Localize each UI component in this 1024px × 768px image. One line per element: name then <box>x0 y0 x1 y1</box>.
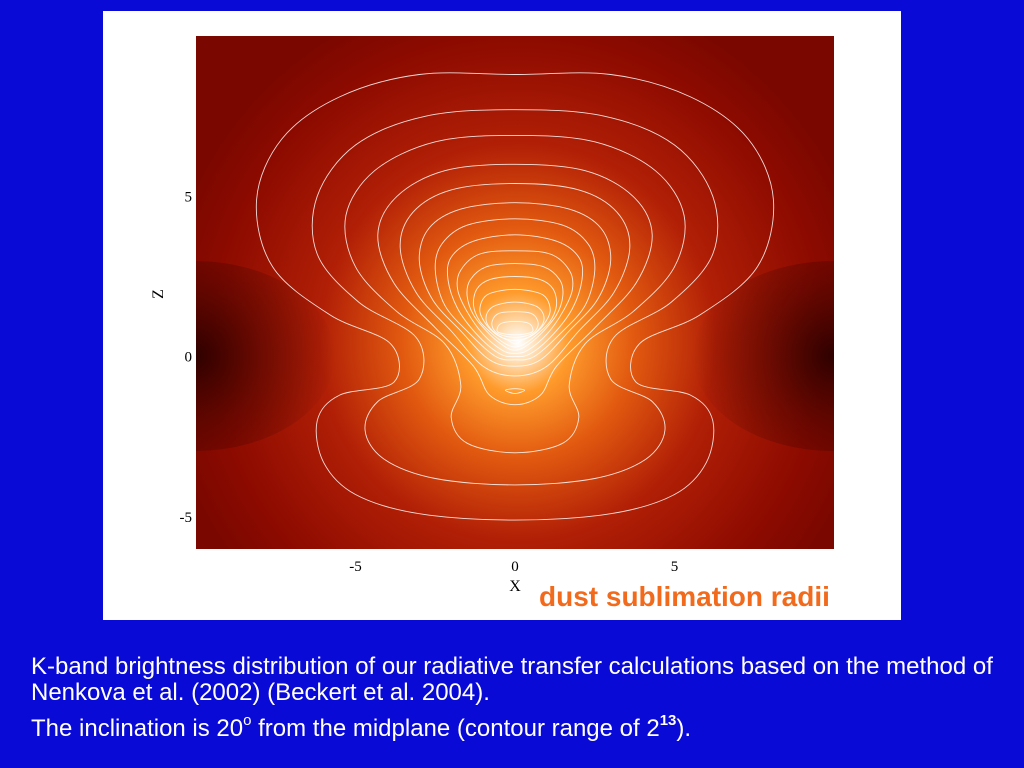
contour-line <box>418 202 612 367</box>
heatmap-shadow-left <box>196 261 335 451</box>
x-tick-label: 5 <box>671 559 679 575</box>
contour-line <box>504 388 526 394</box>
contour-line <box>485 301 545 342</box>
caption-line-2-middle: from the midplane (contour range of 2 <box>251 715 660 742</box>
contour-line <box>456 250 574 354</box>
contour-line <box>491 311 539 338</box>
y-tick-label: 5 <box>185 189 193 205</box>
contour-line <box>466 263 564 351</box>
contour-line <box>399 183 631 377</box>
contour-line <box>496 320 534 336</box>
caption-line-1: K-band brightness distribution of our ra… <box>31 653 993 706</box>
x-axis-label: X <box>509 578 521 595</box>
figure-panel: -5 0 5 -5 0 5 X Z dust sublimation radii <box>103 11 901 620</box>
exponent-superscript: 13 <box>659 712 677 729</box>
caption-line-2: The inclination is 20o from the midplane… <box>31 713 1001 742</box>
heatmap-background <box>196 36 834 549</box>
y-tick-labels: -5 0 5 <box>180 189 193 526</box>
caption-line-2-suffix: ). <box>676 715 692 742</box>
contour-line <box>311 109 719 486</box>
contour-lines <box>255 72 775 521</box>
x-tick-labels: -5 0 5 <box>349 559 678 575</box>
contour-line <box>434 218 596 361</box>
y-axis-label: Z <box>150 289 167 299</box>
dust-sublimation-annotation: dust sublimation radii <box>539 581 830 612</box>
heatmap-shadow-right <box>693 261 834 451</box>
contour-line <box>344 134 686 454</box>
brightness-plot: -5 0 5 -5 0 5 X Z <box>150 36 834 595</box>
contour-line <box>472 276 558 348</box>
caption: K-band brightness distribution of our ra… <box>31 654 1001 742</box>
degree-superscript: o <box>243 712 252 729</box>
contour-line <box>479 288 551 345</box>
contour-line <box>446 234 584 358</box>
y-tick-label: 0 <box>185 350 193 366</box>
contour-line <box>255 72 775 521</box>
contour-line <box>377 163 653 406</box>
x-tick-label: -5 <box>349 559 362 575</box>
caption-line-2-prefix: The inclination is 20 <box>31 715 244 742</box>
x-tick-label: 0 <box>511 559 519 575</box>
y-tick-label: -5 <box>180 510 193 526</box>
